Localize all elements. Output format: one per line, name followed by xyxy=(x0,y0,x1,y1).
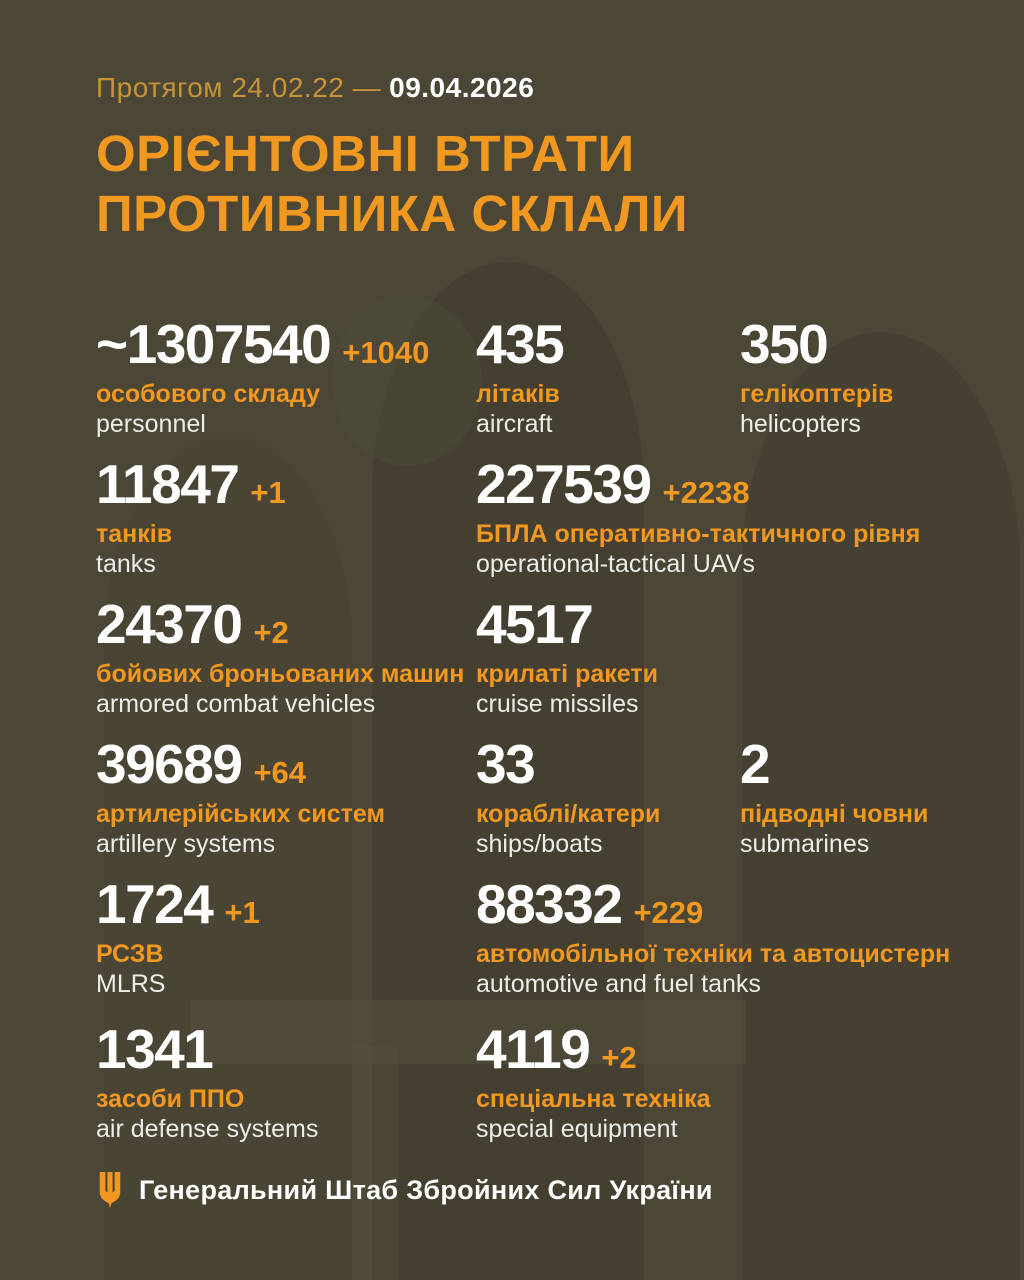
stat-value: 24370 xyxy=(96,593,243,655)
stat-label-en: armored combat vehicles xyxy=(96,690,376,718)
stat-label-en: submarines xyxy=(740,830,870,858)
stat-tanks: 11847 +1 танків tanks xyxy=(96,454,286,579)
page-title-line1: ОРІЄНТОВНІ ВТРАТИ xyxy=(96,125,635,182)
stat-value: 33 xyxy=(476,733,536,795)
stat-label-uk: спеціальна техніка xyxy=(476,1085,711,1113)
stat-ships: 33 кораблі/катери ships/boats xyxy=(476,734,660,859)
stat-delta: +2238 xyxy=(662,475,750,510)
stat-value: 435 xyxy=(476,313,565,375)
stat-value: 4517 xyxy=(476,593,594,655)
stat-special-equipment: 4119 +2 спеціальна техніка special equipm… xyxy=(476,1019,711,1144)
stat-label-uk: підводні човни xyxy=(740,800,929,828)
stat-value: 4119 xyxy=(476,1018,591,1080)
stat-label-uk: автомобільної техніки та автоцистерн xyxy=(476,940,951,968)
stat-value: 1341 xyxy=(96,1018,214,1080)
current-date: 09.04.2026 xyxy=(389,72,535,103)
stat-delta: +1 xyxy=(250,475,286,510)
stat-delta: +64 xyxy=(253,755,307,790)
stat-delta: +1040 xyxy=(342,335,430,370)
stat-air-defense: 1341 засоби ППО air defense systems xyxy=(96,1019,318,1144)
stat-automotive: 88332 +229 автомобільної техніки та автоц… xyxy=(476,874,950,999)
stat-delta: +2 xyxy=(253,615,289,650)
stat-aircraft: 435 літаків aircraft xyxy=(476,313,565,439)
stat-label-uk: літаків xyxy=(476,380,560,408)
stat-value: 350 xyxy=(740,313,829,375)
stat-uavs: 227539 +2238 БПЛА оперативно-тактичного р… xyxy=(476,454,920,579)
stat-label-en: automotive and fuel tanks xyxy=(476,970,761,998)
page-title-line2: ПРОТИВНИКА СКЛАЛИ xyxy=(96,185,689,242)
period-prefix: Протягом 24.02.22 — xyxy=(96,72,382,103)
stat-label-uk: бойових броньованих машин xyxy=(96,660,465,688)
stat-helicopters: 350 гелікоптерів helicopters xyxy=(740,314,893,439)
stat-label-en: MLRS xyxy=(96,970,166,998)
stat-label-en: artillery systems xyxy=(96,830,276,858)
page-title: ОРІЄНТОВНІ ВТРАТИ ПРОТИВНИКА СКЛАЛИ xyxy=(96,124,688,244)
stat-label-en: air defense systems xyxy=(96,1115,319,1143)
stat-value: 11847 xyxy=(96,453,240,515)
stat-label-uk: особового складу xyxy=(96,380,321,408)
stat-delta: +229 xyxy=(633,895,704,930)
stat-label-uk: артилерійських систем xyxy=(96,800,385,828)
stat-label-en: tanks xyxy=(96,550,156,578)
trident-icon xyxy=(99,1172,121,1208)
stat-value: 88332 xyxy=(476,873,623,935)
stat-value: 227539 xyxy=(476,453,652,515)
stat-value: 39689 xyxy=(96,733,243,795)
stat-label-uk: БПЛА оперативно-тактичного рівня xyxy=(476,520,921,548)
stat-value: ~1307540 xyxy=(96,313,332,375)
footer: Генеральний Штаб Збройних Сил України xyxy=(96,1172,713,1208)
stat-submarines: 2 підводні човни submarines xyxy=(740,734,928,859)
stat-label-uk: кораблі/катери xyxy=(476,800,661,828)
stat-delta: +1 xyxy=(224,895,260,930)
stat-label-uk: гелікоптерів xyxy=(740,380,894,408)
stat-value: 1724 xyxy=(96,873,214,935)
stat-label-uk: РСЗВ xyxy=(96,940,164,968)
stat-label-uk: крилаті ракети xyxy=(476,660,658,688)
stat-label-en: ships/boats xyxy=(476,830,603,858)
stat-value: 2 xyxy=(740,733,771,795)
stat-mlrs: 1724 +1 РСЗВ MLRS xyxy=(96,874,260,999)
stat-artillery: 39689 +64 артилерійських систем artillery… xyxy=(96,734,385,859)
stat-label-uk: засоби ППО xyxy=(96,1085,245,1113)
stat-cruise-missiles: 4517 крилаті ракети cruise missiles xyxy=(476,594,658,719)
stat-label-en: aircraft xyxy=(476,410,553,438)
stat-personnel: ~1307540 +1040 особового складу personnel xyxy=(96,314,429,439)
stat-label-en: special equipment xyxy=(476,1115,678,1143)
stat-delta: +2 xyxy=(601,1040,637,1075)
stat-label-en: cruise missiles xyxy=(476,690,639,718)
stat-label-en: operational-tactical UAVs xyxy=(476,550,755,578)
period-line: Протягом 24.02.22 —09.04.2026 xyxy=(96,72,534,104)
stat-label-uk: танків xyxy=(96,520,173,548)
stat-armored-vehicles: 24370 +2 бойових броньованих машин armore… xyxy=(96,594,464,719)
stat-label-en: helicopters xyxy=(740,410,861,438)
footer-source: Генеральний Штаб Збройних Сил України xyxy=(139,1174,713,1205)
stat-label-en: personnel xyxy=(96,410,206,438)
